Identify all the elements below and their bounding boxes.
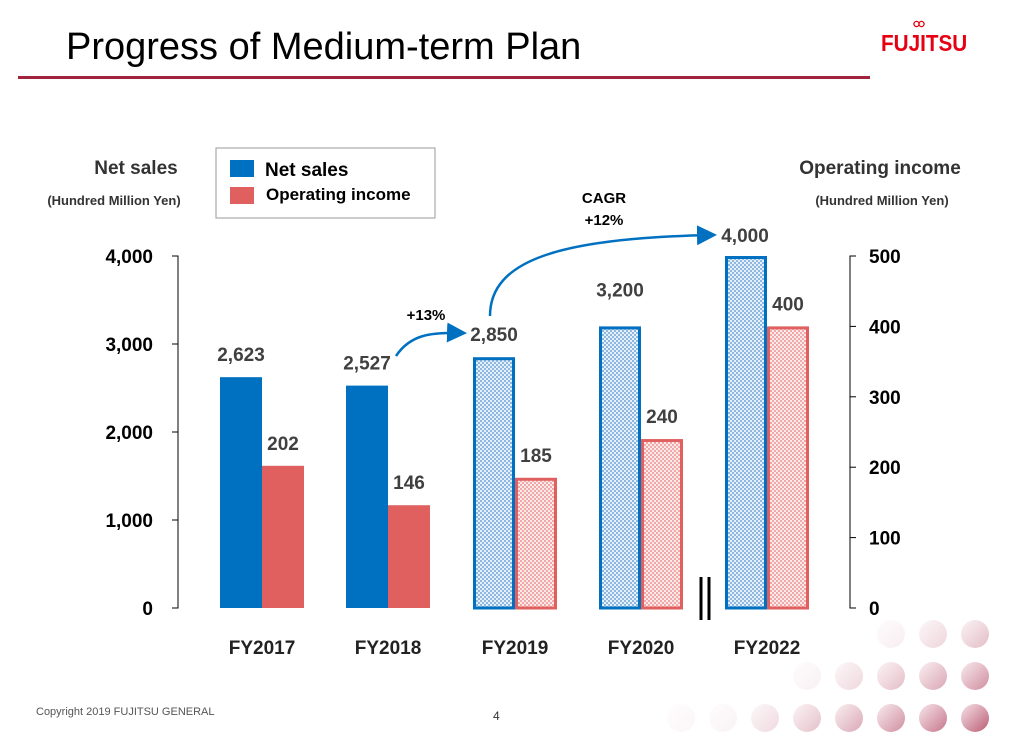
right-axis-tick-label: 0 (869, 599, 880, 620)
data-label-net-sales: 4,000 (721, 226, 769, 247)
decorative-dot (919, 662, 947, 690)
page-title: Progress of Medium-term Plan (66, 26, 582, 68)
right-axis-line (849, 255, 856, 609)
right-axis-unit: (Hundred Million Yen) (815, 193, 948, 208)
left-axis-tick-label: 2,000 (105, 423, 153, 444)
decorative-dot (919, 620, 947, 648)
bar-net-sales-FY2020 (599, 326, 641, 610)
page-number: 4 (493, 709, 500, 723)
decorative-dot (709, 704, 737, 732)
bar-operating-income-FY2022 (767, 326, 809, 610)
decorative-dot (961, 620, 989, 648)
x-axis-label: FY2019 (482, 638, 549, 659)
x-axis-label: FY2022 (734, 638, 801, 659)
copyright: Copyright 2019 FUJITSU GENERAL (36, 706, 215, 718)
data-label-operating-income: 185 (520, 446, 552, 467)
decorative-dot (751, 704, 779, 732)
legend (215, 147, 436, 219)
decorative-dot (961, 662, 989, 690)
right-axis-title: Operating income (799, 158, 961, 179)
title-divider (18, 76, 870, 79)
decorative-dot (877, 662, 905, 690)
right-axis-tick-label: 300 (869, 388, 901, 409)
cagr-label: CAGR (582, 190, 626, 207)
left-axis-tick-label: 4,000 (105, 247, 153, 268)
data-label-net-sales: 2,623 (217, 345, 265, 366)
cagr-value: +12% (585, 212, 624, 229)
decorative-dot (835, 704, 863, 732)
fujitsu-infinity-icon (913, 20, 925, 28)
left-axis-title: Net sales (94, 158, 177, 179)
growth-label: +13% (407, 307, 446, 324)
x-axis-label: FY2018 (355, 638, 422, 659)
legend-swatch-operating-income (230, 187, 254, 204)
right-axis-tick-label: 400 (869, 317, 901, 338)
decorative-dot (835, 662, 863, 690)
legend-swatch-net-sales (230, 160, 254, 177)
decorative-dot (793, 662, 821, 690)
left-axis-tick-label: 1,000 (105, 511, 153, 532)
decorative-dot (877, 620, 905, 648)
right-axis-tick-label: 100 (869, 529, 901, 550)
data-label-operating-income: 240 (646, 407, 678, 428)
legend-label-net-sales: Net sales (265, 160, 348, 181)
bar-net-sales-FY2019 (473, 357, 515, 610)
bar-net-sales-FY2018 (346, 385, 388, 608)
x-axis-label: FY2017 (229, 638, 296, 659)
decorative-dot (877, 704, 905, 732)
data-label-net-sales: 2,850 (470, 325, 518, 346)
decorative-dot (793, 704, 821, 732)
data-label-net-sales: 3,200 (596, 280, 644, 301)
bar-net-sales-FY2022 (725, 256, 767, 610)
fujitsu-logo: FUJITSU (881, 30, 968, 56)
cagr-arrow (488, 225, 717, 317)
right-axis-tick-label: 500 (869, 247, 901, 268)
x-axis-label: FY2020 (608, 638, 675, 659)
left-axis-unit: (Hundred Million Yen) (47, 193, 180, 208)
data-label-operating-income: 202 (267, 434, 299, 455)
legend-label-operating-income: Operating income (266, 185, 411, 204)
right-axis-tick-label: 200 (869, 458, 901, 479)
bar-operating-income-FY2020 (641, 439, 683, 610)
data-label-net-sales: 2,527 (343, 354, 391, 375)
bar-operating-income-FY2019 (515, 477, 557, 610)
decorative-dot (961, 704, 989, 732)
bar-operating-income-FY2018 (388, 505, 430, 608)
decorative-dot (919, 704, 947, 732)
data-label-operating-income: 146 (393, 473, 425, 494)
growth-arrow (394, 322, 467, 357)
data-label-operating-income: 400 (772, 294, 804, 315)
decorative-dot (667, 704, 695, 732)
left-axis-tick-label: 0 (142, 599, 153, 620)
bar-operating-income-FY2017 (262, 465, 304, 608)
decorative-dots (667, 620, 989, 732)
bar-net-sales-FY2017 (220, 377, 262, 608)
left-axis-tick-label: 3,000 (105, 335, 153, 356)
